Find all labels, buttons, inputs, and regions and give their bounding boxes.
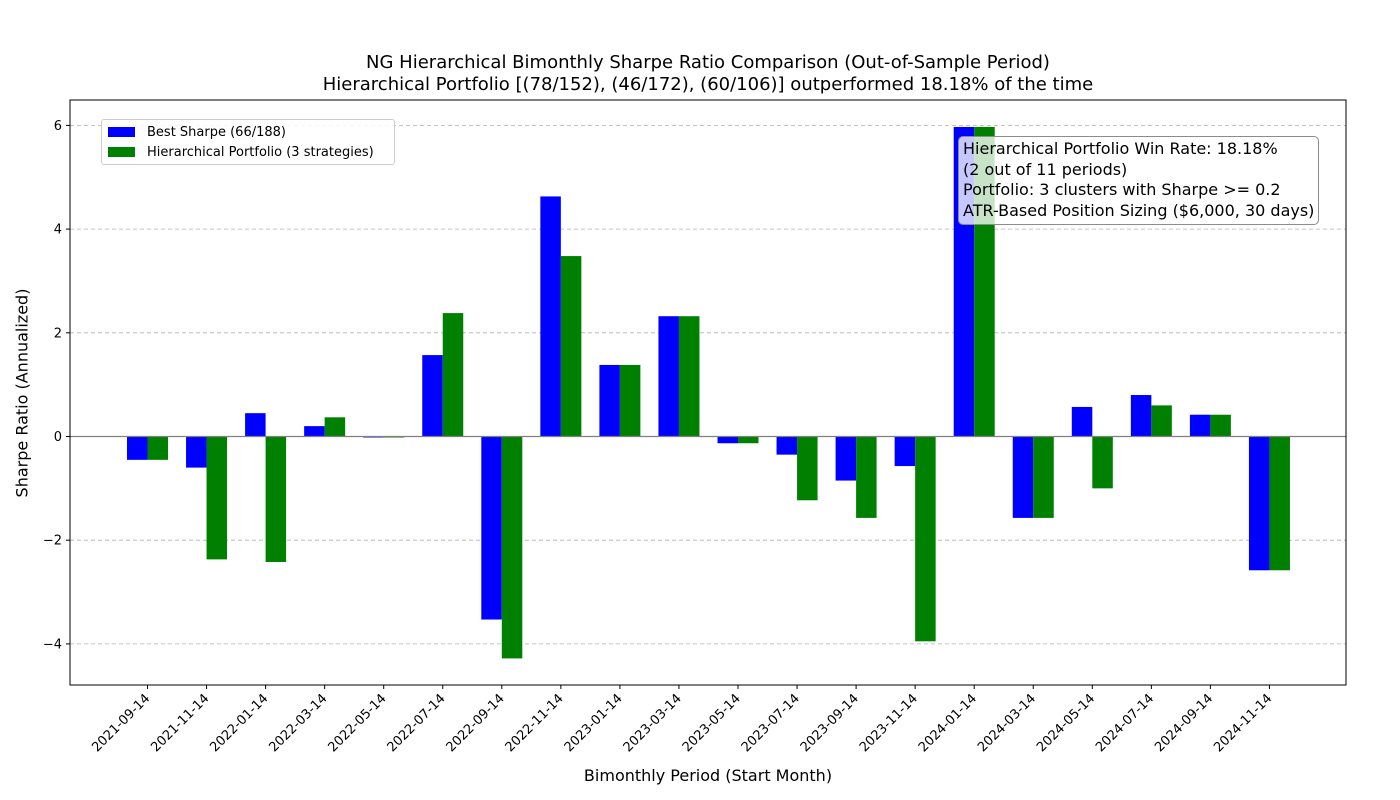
y-axis-label: Sharpe Ratio (Annualized): [12, 288, 32, 498]
bar-hierarchical-portfolio: [1151, 405, 1172, 437]
bar-hierarchical-portfolio: [678, 316, 700, 437]
x-axis-label: Bimonthly Period (Start Month): [583, 766, 833, 785]
bar-best-sharpe: [717, 436, 738, 444]
x-tick-label: 2024-03-14: [975, 691, 1039, 755]
bar-hierarchical-portfolio: [501, 436, 523, 659]
bar-hierarchical-portfolio: [1033, 436, 1054, 518]
bar-best-sharpe: [245, 413, 266, 437]
x-tick-label: 2024-11-14: [1211, 691, 1275, 755]
legend-label-hierarchical: Hierarchical Portfolio (3 strategies): [147, 144, 374, 160]
chart-title: NG Hierarchical Bimonthly Sharpe Ratio C…: [366, 52, 1050, 73]
x-tick-label: 2024-07-14: [1093, 691, 1157, 755]
bar-best-sharpe: [127, 436, 148, 460]
x-tick-label: 2024-05-14: [1034, 691, 1098, 755]
bar-hierarchical-portfolio: [1269, 436, 1290, 571]
x-tick-label: 2024-01-14: [916, 691, 980, 755]
bar-best-sharpe: [1248, 436, 1270, 571]
annotation-line: Hierarchical Portfolio Win Rate: 18.18%: [963, 139, 1278, 158]
bar-best-sharpe: [658, 316, 679, 437]
bar-hierarchical-portfolio: [265, 436, 287, 562]
x-tick-label: 2022-07-14: [385, 691, 449, 755]
legend-item-hierarchical: Hierarchical Portfolio (3 strategies): [102, 142, 394, 162]
bar-hierarchical-portfolio: [1092, 436, 1113, 489]
bar-best-sharpe: [1012, 436, 1034, 518]
bar-hierarchical-portfolio: [915, 436, 936, 642]
bar-best-sharpe: [540, 196, 561, 437]
legend: Best Sharpe (66/188) Hierarchical Portfo…: [101, 119, 395, 165]
legend-label-best-sharpe: Best Sharpe (66/188): [147, 124, 286, 140]
bar-hierarchical-portfolio: [560, 256, 582, 437]
y-axis-ticks: −4 −2 0 2 4 6: [43, 119, 70, 652]
bar-best-sharpe: [1071, 406, 1093, 437]
x-tick-label: 2021-11-14: [148, 691, 212, 755]
x-tick-label: 2023-01-14: [562, 691, 626, 755]
x-axis-ticks: 2021-09-142021-11-142022-01-142022-03-14…: [89, 685, 1275, 755]
y-tick-label: 6: [54, 119, 62, 134]
chart-subtitle: Hierarchical Portfolio [(78/152), (46/17…: [322, 74, 1094, 95]
bar-hierarchical-portfolio: [324, 417, 346, 437]
bar-best-sharpe: [186, 436, 207, 468]
bar-hierarchical-portfolio: [147, 436, 168, 460]
y-tick-label: 0: [54, 430, 62, 445]
bar-hierarchical-portfolio: [856, 436, 877, 518]
bar-best-sharpe: [1130, 395, 1152, 437]
bar-hierarchical-portfolio: [797, 436, 818, 501]
x-tick-label: 2023-05-14: [680, 691, 744, 755]
bar-best-sharpe: [776, 436, 798, 455]
win-rate-annotation: Hierarchical Portfolio Win Rate: 18.18% …: [958, 136, 1320, 225]
bar-hierarchical-portfolio: [619, 364, 641, 437]
bar-best-sharpe: [894, 436, 916, 467]
x-tick-label: 2023-03-14: [621, 691, 685, 755]
legend-item-best-sharpe: Best Sharpe (66/188): [102, 122, 394, 142]
x-tick-label: 2024-09-14: [1152, 691, 1216, 755]
y-tick-label: 4: [54, 223, 62, 238]
bar-best-sharpe: [1189, 414, 1211, 437]
y-tick-label: −4: [43, 637, 62, 652]
bar-hierarchical-portfolio: [738, 436, 759, 444]
legend-swatch-best-sharpe: [108, 127, 135, 137]
y-tick-label: −2: [43, 534, 62, 549]
x-tick-label: 2023-11-14: [857, 691, 921, 755]
x-tick-label: 2023-07-14: [739, 691, 803, 755]
bar-hierarchical-portfolio: [1210, 414, 1231, 437]
legend-swatch-hierarchical: [108, 147, 135, 157]
chart-title-block: NG Hierarchical Bimonthly Sharpe Ratio C…: [70, 52, 1346, 96]
x-tick-label: 2022-01-14: [207, 691, 271, 755]
x-tick-label: 2023-09-14: [798, 691, 862, 755]
x-tick-label: 2022-09-14: [444, 691, 508, 755]
x-tick-label: 2022-03-14: [266, 691, 330, 755]
bar-best-sharpe: [835, 436, 857, 481]
y-tick-label: 2: [54, 326, 62, 341]
bar-best-sharpe: [599, 364, 620, 437]
bar-best-sharpe: [304, 426, 325, 437]
bar-best-sharpe: [422, 355, 443, 437]
bar-best-sharpe: [481, 436, 502, 620]
x-tick-label: 2021-09-14: [89, 691, 153, 755]
x-tick-label: 2022-11-14: [503, 691, 567, 755]
plot-area-frame: [69, 99, 1347, 686]
annotation-line: (2 out of 11 periods): [963, 159, 1128, 179]
bar-hierarchical-portfolio: [206, 436, 228, 560]
annotation-line: ATR-Based Position Sizing ($6,000, 30 da…: [963, 200, 1315, 220]
annotation-line: Portfolio: 3 clusters with Sharpe >= 0.2: [963, 180, 1281, 199]
bar-hierarchical-portfolio: [442, 313, 464, 437]
x-tick-label: 2022-05-14: [325, 691, 389, 755]
bars: [127, 126, 1290, 659]
